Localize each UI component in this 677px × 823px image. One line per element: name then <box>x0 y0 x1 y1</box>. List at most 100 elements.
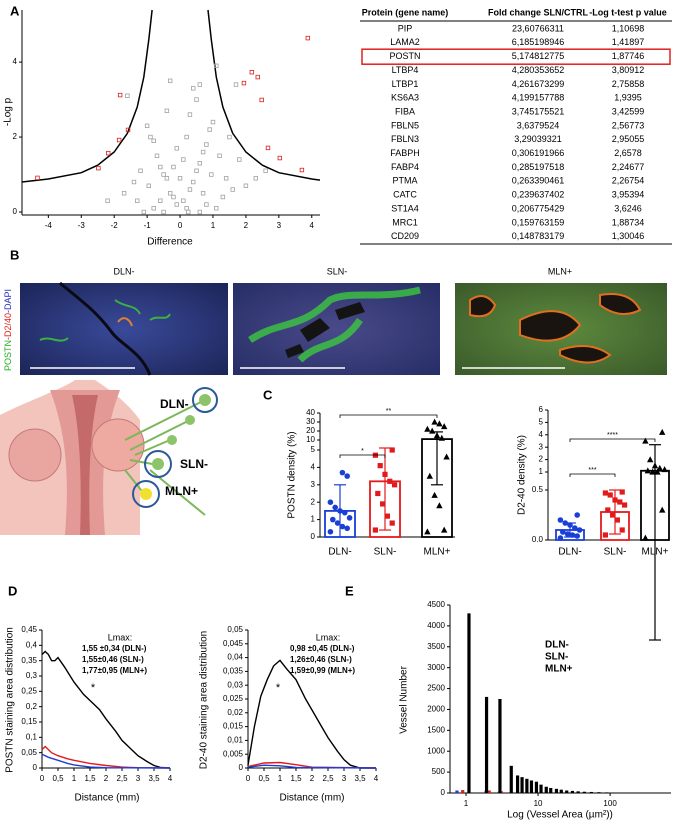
point <box>424 425 431 432</box>
point <box>214 63 219 69</box>
point <box>337 508 343 514</box>
y-tick-label: 0.0 <box>532 535 544 544</box>
point <box>233 82 239 87</box>
point <box>184 134 189 140</box>
table-cell: 0,159763159 <box>512 217 565 227</box>
x-tick-label: 2,5 <box>322 774 334 783</box>
x-tick-label: 1 <box>278 774 283 783</box>
y-tick-label: 0 <box>311 532 316 541</box>
table-cell: 0,148783179 <box>512 231 565 241</box>
point <box>259 97 264 103</box>
point <box>227 134 232 140</box>
point <box>230 187 235 192</box>
point <box>607 492 613 498</box>
bar <box>576 791 580 793</box>
table-cell: 6,185198946 <box>512 37 565 47</box>
panel-label: C <box>263 387 273 402</box>
point <box>151 206 156 211</box>
point <box>557 517 564 523</box>
point <box>433 432 441 439</box>
panel-label: E <box>345 583 354 598</box>
y-axis-label: D2-40 density (%) <box>517 435 528 515</box>
table-cell: 2,75858 <box>612 79 645 89</box>
table-cell: LTBP4 <box>392 65 419 75</box>
point <box>619 489 625 495</box>
point <box>191 179 196 185</box>
point <box>106 150 111 156</box>
point <box>659 506 666 513</box>
x-tick-label: 0 <box>246 774 251 783</box>
point <box>194 97 199 102</box>
point <box>35 175 40 181</box>
point <box>574 512 580 518</box>
annotation-line: 1,55 ±0,34 (DLN-) <box>82 644 147 653</box>
point <box>602 532 608 538</box>
anatomy-illustration <box>0 380 218 535</box>
point <box>426 472 433 479</box>
y-tick-label: 3 <box>539 442 544 451</box>
point <box>560 529 566 535</box>
tissue-fold <box>59 281 152 376</box>
significance-label: ** <box>386 408 392 415</box>
significance-bracket <box>339 454 386 458</box>
significance-label: **** <box>607 432 618 439</box>
bar <box>515 775 520 793</box>
legend-label: SLN- <box>545 652 568 663</box>
point <box>619 527 625 533</box>
x-tick-label: 0,5 <box>52 774 64 783</box>
x-tick-label: 3,5 <box>354 774 366 783</box>
point <box>220 194 226 200</box>
point <box>265 145 271 151</box>
stain <box>117 317 133 327</box>
point <box>617 499 623 505</box>
stain <box>248 286 421 363</box>
x-tick-label: 100 <box>603 799 617 808</box>
node-ring <box>132 480 160 508</box>
micrograph-title: MLN+ <box>548 266 572 276</box>
bar <box>498 699 502 793</box>
point <box>380 501 386 507</box>
point <box>210 119 216 125</box>
x-tick-label: 1 <box>211 221 216 230</box>
point <box>389 447 395 453</box>
table-cell: 1,30046 <box>612 231 645 241</box>
node-ring <box>192 387 218 413</box>
table-cell: 23,60766311 <box>512 23 564 33</box>
point <box>135 198 140 203</box>
x-tick-label: 1,5 <box>84 774 96 783</box>
point <box>327 528 334 535</box>
x-tick-label: MLN+ <box>642 547 669 558</box>
table-cell: 0,285197518 <box>512 162 565 172</box>
point <box>167 191 173 196</box>
threshold-curve <box>207 9 321 181</box>
table-cell: 3,745175521 <box>512 106 565 116</box>
ovary <box>8 428 62 482</box>
panel-label: B <box>10 247 19 262</box>
point <box>389 520 395 526</box>
point <box>121 191 127 196</box>
bar <box>589 791 593 793</box>
point <box>144 123 150 129</box>
vessel <box>285 302 365 358</box>
micrograph-title: SLN- <box>327 266 348 276</box>
point <box>255 74 260 80</box>
bar <box>570 790 575 793</box>
bar <box>461 790 465 793</box>
x-tick-label: 1,5 <box>290 774 302 783</box>
x-tick-label: 10 <box>534 799 543 808</box>
point <box>384 513 390 519</box>
lymph-node <box>140 488 152 500</box>
table-header: -Log t-test p value <box>589 7 667 17</box>
error-bar <box>609 489 621 535</box>
point <box>576 527 583 533</box>
point <box>200 191 206 196</box>
x-tick-label: DLN- <box>328 547 351 558</box>
vessel <box>469 293 642 364</box>
point <box>184 206 189 211</box>
point <box>161 209 166 215</box>
table-cell: LTBP1 <box>392 79 419 89</box>
x-tick-label: 0 <box>178 221 183 230</box>
x-tick-label: 3 <box>342 774 347 783</box>
x-tick-label: 4 <box>374 774 379 783</box>
x-tick-label: 2 <box>244 221 249 230</box>
